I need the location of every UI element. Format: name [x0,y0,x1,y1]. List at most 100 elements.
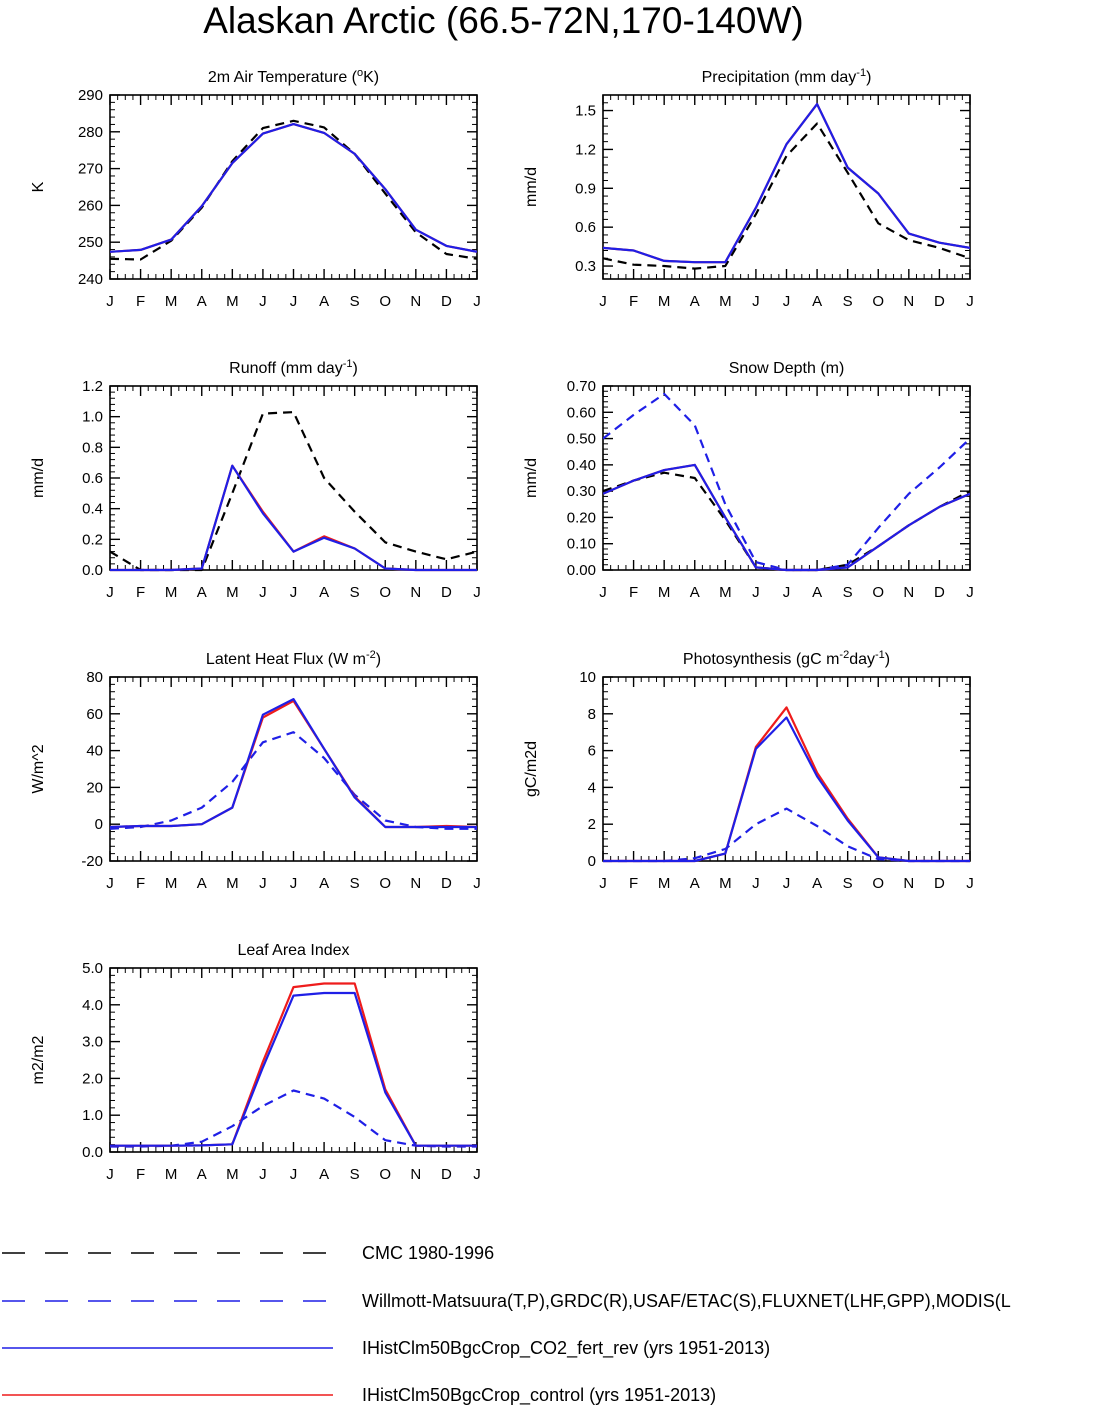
series-line-cmc [603,122,970,270]
y-tick-label: 4 [588,779,596,796]
y-tick-label: 0 [588,853,596,870]
x-tick-label: M [226,1166,239,1183]
x-tick-label: M [165,584,178,601]
y-tick-label: 0.10 [567,536,596,553]
x-tick-label: J [259,293,267,310]
series-line-co2 [110,991,477,1147]
series-line-obs [110,731,477,830]
y-tick-label: 0.0 [82,1144,103,1161]
chart-panel-3: Runoff (mm day-1)J F M A M J J A S O N D J0.00.20.40… [30,358,481,601]
x-tick-label: M [226,293,239,310]
series-line-control [603,102,970,264]
chart-panel-4: Snow Depth (m)J F M A M J J A S O N D J0.000.100.200… [523,360,974,601]
x-tick-label: J [106,293,114,310]
y-tick-label: 280 [78,124,103,141]
y-tick-label: 0.70 [567,378,596,395]
page-title: Alaskan Arctic (66.5-72N,170-140W) [203,0,804,41]
y-tick-label: 0.4 [82,501,103,518]
y-tick-label: 20 [86,779,103,796]
y-tick-label: 240 [78,271,103,288]
y-tick-label: 1.2 [575,141,596,158]
x-tick-label: O [872,875,884,892]
y-tick-label: 2.0 [82,1070,103,1087]
series-line-cmc [110,411,477,572]
y-axis-label: mm/d [523,167,540,207]
x-tick-label: A [319,875,329,892]
y-axis-label: m2/m2 [30,1035,47,1084]
x-tick-label: S [350,1166,360,1183]
x-tick-label: J [752,875,760,892]
x-tick-label: M [165,1166,178,1183]
chart-title: Photosynthesis (gC m-2day-1) [683,649,890,668]
y-tick-label: 1.2 [82,378,103,395]
series-line-co2 [110,122,477,253]
x-tick-label: A [812,875,822,892]
plot-frame [602,385,971,571]
y-tick-label: 1.0 [82,409,103,426]
y-tick-label: 60 [86,706,103,723]
x-tick-label: F [136,584,145,601]
series-line-control [603,463,970,572]
plot-frame [602,94,971,280]
x-tick-label: S [843,875,853,892]
y-tick-label: 2 [588,816,596,833]
chart-panel-1: 2m Air Temperature (oK)J F M A M J J A S O N D J2402… [30,67,481,310]
x-tick-label: O [379,584,391,601]
y-axis-label: mm/d [30,458,47,498]
y-tick-label: 270 [78,161,103,178]
x-tick-label: J [473,584,481,601]
y-tick-label: 4.0 [82,997,103,1014]
x-tick-label: J [783,584,791,601]
y-tick-label: 0.2 [82,531,103,548]
y-tick-label: 290 [78,87,103,104]
y-axis-label: gC/m2d [523,741,540,797]
y-tick-label: -20 [81,853,103,870]
x-tick-label: J [966,584,974,601]
chart-title: Runoff (mm day-1) [229,358,358,377]
y-axis-label: W/m^2 [30,744,47,793]
y-tick-label: 10 [579,669,596,686]
y-tick-label: 0.0 [82,562,103,579]
y-tick-label: 80 [86,669,103,686]
y-tick-label: 1.0 [82,1107,103,1124]
x-tick-label: A [690,584,700,601]
chart-panel-6: Photosynthesis (gC m-2day-1) J F M A M J J A S O N D… [523,649,974,892]
y-tick-label: 8 [588,706,596,723]
x-tick-label: J [752,293,760,310]
x-tick-label: J [290,1166,298,1183]
series-line-co2 [603,463,970,572]
x-tick-label: S [350,584,360,601]
x-tick-label: F [136,1166,145,1183]
x-tick-label: J [599,293,607,310]
legend-label-control: IHistClm50BgcCrop_control (yrs 1951-2013… [362,1385,716,1406]
x-tick-label: D [441,293,452,310]
x-tick-label: A [197,293,207,310]
legend: CMC 1980-1996 Willmott-Matsuura(T,P),GRDC… [2,1243,1011,1406]
y-tick-label: 0.50 [567,431,596,448]
plot-frame [602,676,971,862]
y-axis-label: K [30,181,47,192]
y-tick-label: 6 [588,743,596,760]
x-tick-label: J [473,293,481,310]
x-tick-label: A [197,584,207,601]
y-tick-label: 0.6 [82,470,103,487]
y-tick-label: 1.5 [575,103,596,120]
x-tick-label: N [410,584,421,601]
x-tick-label: O [379,875,391,892]
y-tick-label: 0.30 [567,483,596,500]
chart-title: 2m Air Temperature (oK) [208,67,379,86]
series-line-obs [110,1089,477,1148]
x-tick-label: D [934,875,945,892]
series-line-cmc [110,119,477,261]
x-tick-label: D [441,584,452,601]
x-tick-label: F [136,293,145,310]
series-line-co2 [110,697,477,829]
y-tick-label: 40 [86,743,103,760]
x-tick-label: A [812,584,822,601]
chart-title: Precipitation (mm day-1) [702,67,872,86]
y-tick-label: 0.8 [82,439,103,456]
y-tick-label: 0.60 [567,404,596,421]
x-tick-label: F [629,584,638,601]
x-tick-label: J [783,293,791,310]
